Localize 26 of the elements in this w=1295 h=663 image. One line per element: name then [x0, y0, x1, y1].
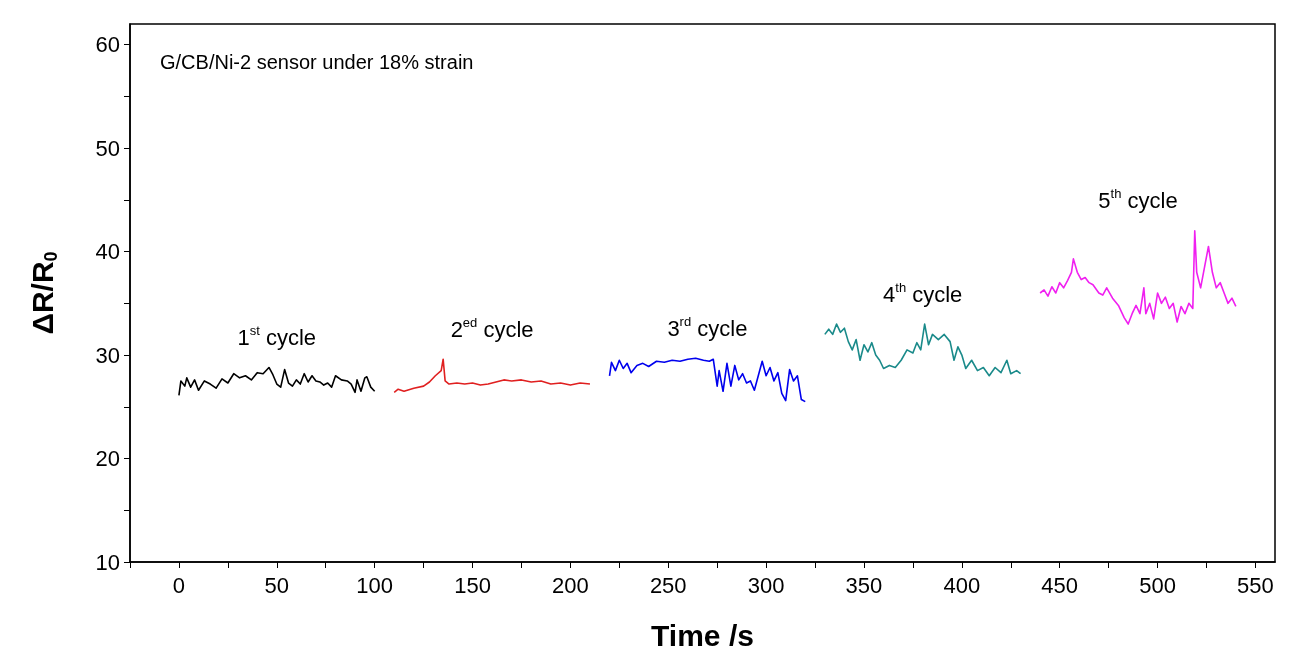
y-tick-label: 10: [95, 549, 120, 575]
x-tick-label: 150: [454, 572, 491, 598]
line-series: [178, 366, 376, 397]
y-tick-label: 20: [95, 446, 120, 472]
x-tick-label: 350: [845, 572, 883, 598]
x-tick-label: 450: [1041, 572, 1079, 598]
x-axis-title: Time /s: [651, 618, 754, 652]
y-tick-label: 30: [95, 342, 120, 368]
x-tick-label: 50: [264, 572, 290, 598]
x-tick-label: 500: [1139, 572, 1176, 598]
line-series: [608, 357, 807, 403]
x-tick-label: 200: [552, 572, 589, 598]
x-tick-label: 400: [943, 572, 981, 598]
y-tick-label: 60: [95, 32, 120, 58]
annotation: G/CB/Ni-2 sensor under 18% strain: [160, 51, 474, 73]
x-tick-label: 250: [649, 572, 687, 598]
y-axis-title: ΔR/R0: [25, 251, 61, 335]
line-series: [824, 323, 1022, 377]
y-tick-label: 40: [95, 239, 120, 265]
x-tick-label: 100: [356, 572, 394, 598]
x-tick-label: 300: [747, 572, 785, 598]
x-tick-label: 550: [1237, 572, 1274, 598]
line-series: [393, 358, 591, 394]
line-series: [1039, 230, 1237, 325]
y-tick-label: 50: [95, 135, 120, 161]
x-tick-label: 0: [172, 572, 186, 598]
